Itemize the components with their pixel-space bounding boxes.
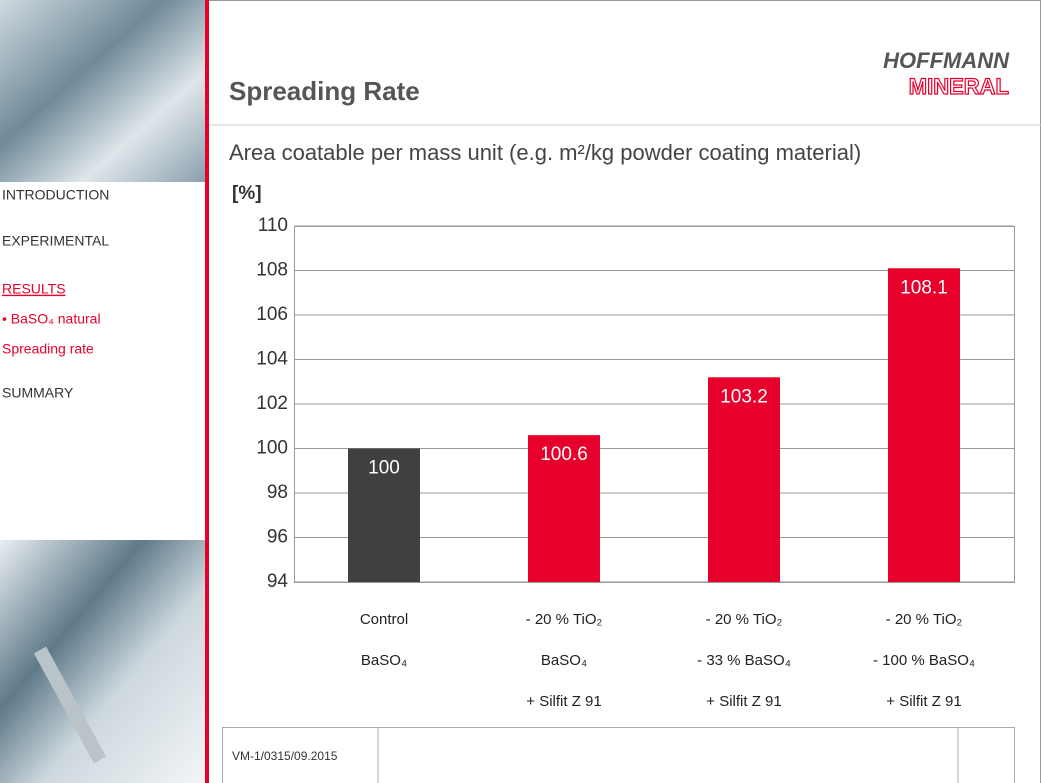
nav-item[interactable]: INTRODUCTION bbox=[2, 187, 109, 203]
chart-title: Spreading Rate bbox=[229, 76, 420, 106]
sidebar-image-bottom bbox=[0, 540, 205, 783]
nav-item-active[interactable]: RESULTS bbox=[2, 281, 66, 297]
nav-item[interactable]: SUMMARY bbox=[2, 385, 74, 401]
train-image bbox=[33, 646, 107, 764]
y-tick-label: 94 bbox=[267, 571, 289, 592]
footer-box bbox=[222, 727, 1015, 783]
x-tick-label: + Silfit Z 91 bbox=[526, 693, 601, 710]
y-tick-label: 104 bbox=[256, 349, 288, 370]
y-tick-label: 106 bbox=[256, 304, 288, 325]
y-tick-label: 96 bbox=[267, 527, 288, 548]
x-tick-label: + Silfit Z 91 bbox=[706, 693, 781, 710]
y-tick-label: 108 bbox=[256, 260, 288, 281]
data-label: 100.6 bbox=[540, 444, 588, 465]
red-divider bbox=[205, 0, 209, 783]
logo-bottom: MINERAL bbox=[909, 74, 1009, 99]
y-tick-label: 98 bbox=[267, 482, 288, 503]
logo-top: HOFFMANN bbox=[883, 48, 1010, 73]
x-tick-label: - 100 % BaSO₄ bbox=[873, 652, 975, 669]
footer-text: VM-1/0315/09.2015 bbox=[232, 749, 338, 763]
x-tick-label: Control bbox=[360, 611, 408, 628]
y-tick-label: 110 bbox=[258, 215, 288, 236]
chart-subtitle: Area coatable per mass unit (e.g. m²/kg … bbox=[229, 140, 861, 165]
nav-subitem[interactable]: Spreading rate bbox=[2, 341, 94, 357]
y-axis-label: [%] bbox=[232, 183, 262, 204]
x-tick-label: + Silfit Z 91 bbox=[886, 693, 961, 710]
x-tick-label: - 20 % TiO₂ bbox=[886, 611, 963, 628]
nav-subitem[interactable]: • BaSO₄ natural bbox=[2, 311, 101, 327]
data-label: 108.1 bbox=[900, 277, 948, 298]
x-tick-label: BaSO₄ bbox=[541, 652, 587, 669]
y-tick-label: 102 bbox=[256, 393, 288, 414]
x-tick-label: - 33 % BaSO₄ bbox=[697, 652, 791, 669]
y-tick-label: 100 bbox=[256, 438, 288, 459]
x-tick-label: - 20 % TiO₂ bbox=[526, 611, 603, 628]
x-tick-label: BaSO₄ bbox=[361, 652, 407, 669]
data-label: 103.2 bbox=[720, 386, 768, 407]
data-label: 100 bbox=[368, 458, 400, 479]
bar bbox=[348, 448, 420, 582]
sidebar-image-top bbox=[0, 0, 205, 182]
nav-item[interactable]: EXPERIMENTAL bbox=[2, 233, 109, 249]
bar bbox=[528, 435, 600, 582]
bar bbox=[708, 377, 780, 582]
x-tick-label: - 20 % TiO₂ bbox=[706, 611, 783, 628]
bar bbox=[888, 268, 960, 582]
